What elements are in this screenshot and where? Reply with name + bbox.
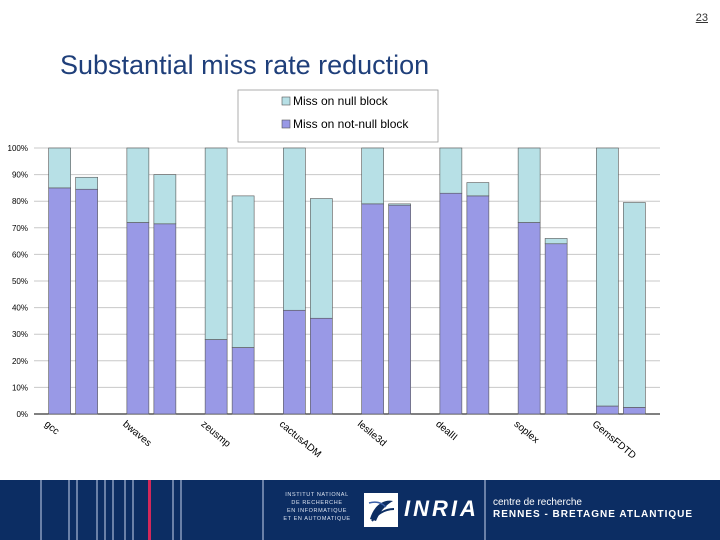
institute-line: EN INFORMATIQUE — [287, 508, 347, 514]
y-tick-label: 30% — [12, 330, 28, 339]
bar-not-null-block — [310, 317, 333, 415]
x-category-label: bwaves — [120, 419, 153, 449]
research-center-line2: RENNES - BRETAGNE ATLANTIQUE — [493, 509, 694, 520]
bar-not-null-block — [231, 347, 255, 415]
bar-not-null-block — [596, 405, 619, 415]
bar-null-block — [310, 198, 333, 319]
y-tick-label: 0% — [16, 410, 28, 419]
bar-not-null-block — [388, 204, 411, 415]
x-category-label: gcc — [42, 419, 61, 437]
chart-bars — [48, 147, 646, 415]
x-axis-labels: gcc bwaves zeusmp cactusADM leslie3d dealII so… — [42, 419, 638, 462]
x-category-label: soplex — [512, 419, 541, 446]
bar-not-null-block — [439, 192, 463, 415]
y-tick-label: 100% — [8, 144, 28, 153]
y-tick-label: 70% — [12, 224, 28, 233]
footer-stripe — [96, 480, 98, 540]
footer-stripe-accent — [148, 480, 151, 540]
research-center: centre de recherche RENNES - BRETAGNE AT… — [493, 497, 693, 521]
legend-label: Miss on null block — [293, 94, 389, 108]
footer-stripe — [484, 480, 486, 540]
x-category-label: cactusADM — [277, 419, 323, 460]
inria-logo — [364, 493, 398, 527]
legend-swatch — [281, 119, 291, 129]
bar-null-block — [361, 147, 384, 205]
y-tick-label: 20% — [12, 357, 28, 366]
bar-null-block — [283, 147, 306, 311]
bar-null-block — [623, 202, 646, 408]
footer-stripe — [112, 480, 114, 540]
footer-stripe — [172, 480, 174, 540]
footer-stripe — [104, 480, 106, 540]
y-tick-label: 40% — [12, 304, 28, 313]
legend-label: Miss on not-null block — [293, 117, 409, 131]
page-number: 23 — [695, 12, 708, 24]
bar-not-null-block — [517, 222, 541, 415]
x-category-label: GemsFDTD — [590, 419, 638, 462]
footer-stripe — [132, 480, 134, 540]
bar-null-block — [204, 147, 228, 340]
legend-frame — [237, 89, 439, 143]
slide-title: Substantial miss rate reduction — [60, 50, 430, 80]
footer-stripe — [76, 480, 78, 540]
institute-line: INSTITUT NATIONAL — [285, 492, 349, 498]
bar-null-block — [75, 176, 98, 190]
bar-null-block — [596, 147, 619, 407]
institute-text: INSTITUT NATIONAL DE RECHERCHE EN INFORM… — [276, 491, 358, 523]
bar-null-block — [517, 147, 541, 223]
y-tick-label: 80% — [12, 197, 28, 206]
bar-not-null-block — [466, 195, 490, 415]
bar-null-block — [126, 147, 150, 223]
y-tick-label: 50% — [12, 277, 28, 286]
legend-swatch — [281, 96, 291, 106]
bar-null-block — [466, 182, 490, 197]
bar-not-null-block — [48, 187, 71, 415]
inria-logo-icon — [368, 500, 395, 522]
bar-not-null-block — [283, 309, 306, 415]
y-axis-ticks: 0% 10% 20% 30% 40% 50% 60% 70% 80% 90% 100% — [8, 144, 28, 419]
institute-line: DE RECHERCHE — [291, 500, 343, 506]
bar-not-null-block — [623, 407, 646, 415]
footer-stripe — [124, 480, 126, 540]
bar-null-block — [544, 238, 568, 245]
bar-not-null-block — [361, 203, 384, 415]
brand-name: INRIA — [404, 496, 479, 521]
footer-stripe — [40, 480, 42, 540]
research-center-line1: centre de recherche — [493, 497, 582, 508]
bar-not-null-block — [204, 339, 228, 415]
bar-null-block — [231, 195, 255, 348]
institute-line: ET EN AUTOMATIQUE — [283, 516, 351, 522]
bar-not-null-block — [153, 223, 177, 415]
bar-not-null-block — [544, 243, 568, 415]
bar-null-block — [388, 203, 411, 206]
x-category-label: leslie3d — [355, 419, 388, 449]
y-tick-label: 60% — [12, 250, 28, 259]
bar-not-null-block — [126, 222, 150, 415]
x-category-label: zeusmp — [199, 419, 233, 450]
footer-stripe — [68, 480, 70, 540]
bar-null-block — [48, 147, 71, 189]
bar-null-block — [439, 147, 463, 194]
footer-bar — [0, 480, 720, 540]
footer-stripe — [180, 480, 182, 540]
y-tick-label: 90% — [12, 171, 28, 180]
x-category-label: dealII — [433, 419, 459, 443]
stacked-bar-chart: Miss on null block Miss on not-null block… — [8, 89, 660, 462]
bar-null-block — [153, 174, 177, 225]
y-tick-label: 10% — [12, 383, 28, 392]
footer-stripe — [262, 480, 264, 540]
bar-not-null-block — [75, 188, 98, 415]
chart-legend: Miss on null block Miss on not-null block — [237, 89, 439, 143]
